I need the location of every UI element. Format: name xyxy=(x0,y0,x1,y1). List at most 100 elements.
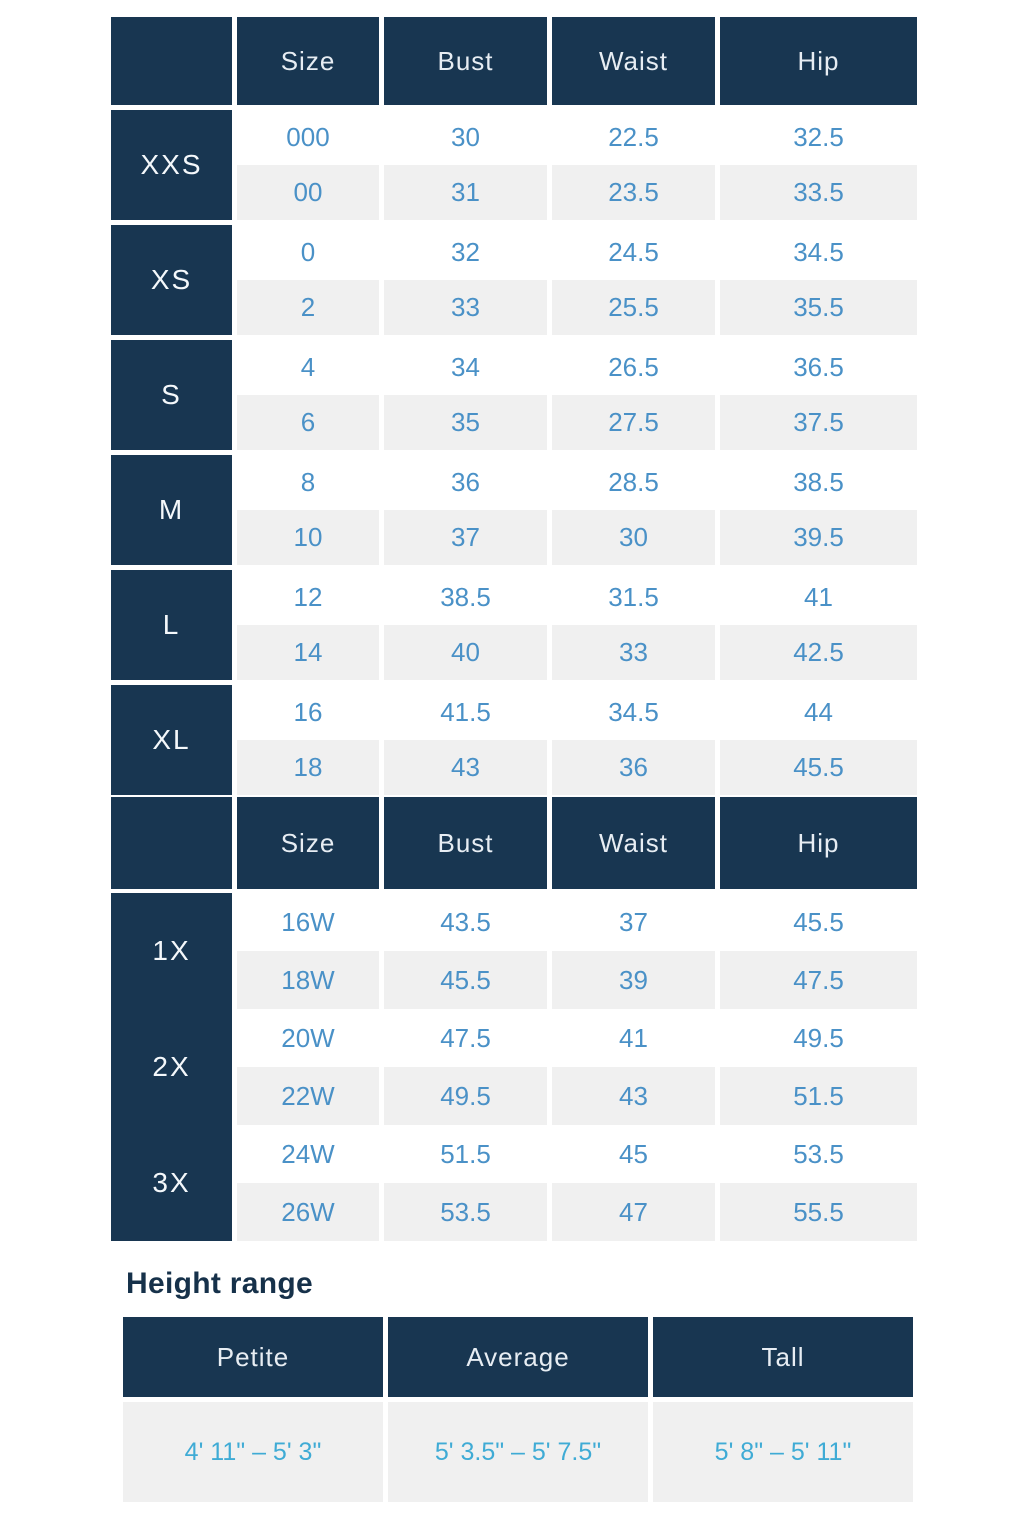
cell-waist: 45 xyxy=(552,1125,715,1183)
size-chart-page: Size Bust Waist Hip XXS 000 30 22.5 32.5 00 31… xyxy=(106,17,1024,1502)
cell-hip: 34.5 xyxy=(720,225,917,280)
cell-size: 6 xyxy=(237,395,379,450)
cell-size: 8 xyxy=(237,455,379,510)
standard-size-table: Size Bust Waist Hip XXS 000 30 22.5 32.5 00 31… xyxy=(106,17,922,795)
cell-hip: 32.5 xyxy=(720,110,917,165)
size-row: XS 0 32 24.5 34.5 xyxy=(111,225,917,335)
col-header-bust: Bust xyxy=(384,17,547,105)
cell-waist: 37 xyxy=(552,893,715,951)
cell-size: 2 xyxy=(237,280,379,335)
col-header-hip: Hip xyxy=(720,17,917,105)
height-range-table: Petite Average Tall 4' 11" – 5' 3" 5' 3.… xyxy=(118,1317,918,1502)
cell-bust: 43 xyxy=(384,740,547,795)
cell-bust: 53.5 xyxy=(384,1183,547,1241)
cell-size: 18W xyxy=(237,951,379,1009)
size-row: 2 33 25.5 35.5 xyxy=(111,280,917,335)
cell-hip: 38.5 xyxy=(720,455,917,510)
cell-bust: 34 xyxy=(384,340,547,395)
cell-waist: 26.5 xyxy=(552,340,715,395)
height-value-row: 4' 11" – 5' 3" 5' 3.5" – 5' 7.5" 5' 8" –… xyxy=(123,1402,913,1502)
height-range-section: Height range Petite Average Tall 4' 11" … xyxy=(118,1267,1024,1502)
corner-cell xyxy=(111,17,232,105)
size-group-label-xl: XL xyxy=(111,685,232,795)
size-row: M 8 36 28.5 38.5 xyxy=(111,455,917,565)
size-group-label-s: S xyxy=(111,340,232,450)
size-row: L 12 38.5 31.5 41 xyxy=(111,570,917,680)
col-header-size: Size xyxy=(237,797,379,889)
size-row: XXS 000 30 22.5 32.5 xyxy=(111,110,917,220)
size-row: 2X 20W 47.5 41 49.5 xyxy=(111,1009,917,1125)
cell-size: 12 xyxy=(237,570,379,625)
plus-header-row: Size Bust Waist Hip xyxy=(111,797,917,889)
cell-waist: 39 xyxy=(552,951,715,1009)
cell-bust: 43.5 xyxy=(384,893,547,951)
size-group-label-m: M xyxy=(111,455,232,565)
cell-bust: 31 xyxy=(384,165,547,220)
cell-hip: 33.5 xyxy=(720,165,917,220)
size-row: 00 31 23.5 33.5 xyxy=(111,165,917,220)
cell-bust: 32 xyxy=(384,225,547,280)
cell-waist: 31.5 xyxy=(552,570,715,625)
height-range-title: Height range xyxy=(126,1267,313,1300)
cell-waist: 28.5 xyxy=(552,455,715,510)
cell-bust: 45.5 xyxy=(384,951,547,1009)
size-group-label-l: L xyxy=(111,570,232,680)
size-row: 18 43 36 45.5 xyxy=(111,740,917,795)
col-header-petite: Petite xyxy=(123,1317,383,1397)
cell-size: 0 xyxy=(237,225,379,280)
cell-waist: 27.5 xyxy=(552,395,715,450)
cell-hip: 36.5 xyxy=(720,340,917,395)
corner-cell xyxy=(111,797,232,889)
cell-size: 18 xyxy=(237,740,379,795)
cell-bust: 30 xyxy=(384,110,547,165)
cell-waist: 34.5 xyxy=(552,685,715,740)
cell-size: 00 xyxy=(237,165,379,220)
size-row: 14 40 33 42.5 xyxy=(111,625,917,680)
cell-size: 4 xyxy=(237,340,379,395)
cell-waist: 25.5 xyxy=(552,280,715,335)
cell-bust: 51.5 xyxy=(384,1125,547,1183)
cell-hip: 55.5 xyxy=(720,1183,917,1241)
cell-hip: 42.5 xyxy=(720,625,917,680)
cell-bust: 49.5 xyxy=(384,1067,547,1125)
petite-range-value: 4' 11" – 5' 3" xyxy=(123,1402,383,1502)
cell-size: 22W xyxy=(237,1067,379,1125)
cell-bust: 36 xyxy=(384,455,547,510)
cell-hip: 35.5 xyxy=(720,280,917,335)
cell-waist: 24.5 xyxy=(552,225,715,280)
size-row: 3X 24W 51.5 45 53.5 xyxy=(111,1125,917,1241)
cell-size: 20W xyxy=(237,1009,379,1067)
cell-waist: 30 xyxy=(552,510,715,565)
standard-table-body: XXS 000 30 22.5 32.5 00 31 23.5 33.5 XS 0 32 24.5 34.… xyxy=(111,105,917,795)
size-row: 22W 49.5 43 51.5 xyxy=(111,1067,917,1125)
cell-waist: 43 xyxy=(552,1067,715,1125)
tall-range-value: 5' 8" – 5' 11" xyxy=(653,1402,913,1502)
col-header-waist: Waist xyxy=(552,17,715,105)
cell-hip: 53.5 xyxy=(720,1125,917,1183)
cell-bust: 38.5 xyxy=(384,570,547,625)
height-header-row: Petite Average Tall xyxy=(123,1317,913,1397)
col-header-tall: Tall xyxy=(653,1317,913,1397)
size-group-label-xs: XS xyxy=(111,225,232,335)
standard-header-row: Size Bust Waist Hip xyxy=(111,17,917,105)
cell-hip: 41 xyxy=(720,570,917,625)
cell-bust: 47.5 xyxy=(384,1009,547,1067)
cell-hip: 45.5 xyxy=(720,740,917,795)
cell-bust: 41.5 xyxy=(384,685,547,740)
cell-size: 10 xyxy=(237,510,379,565)
size-group-label-2x: 2X xyxy=(111,1009,232,1125)
cell-waist: 41 xyxy=(552,1009,715,1067)
cell-hip: 51.5 xyxy=(720,1067,917,1125)
size-group-label-1x: 1X xyxy=(111,893,232,1009)
size-row: 6 35 27.5 37.5 xyxy=(111,395,917,450)
col-header-bust: Bust xyxy=(384,797,547,889)
cell-hip: 39.5 xyxy=(720,510,917,565)
cell-waist: 22.5 xyxy=(552,110,715,165)
cell-bust: 35 xyxy=(384,395,547,450)
cell-hip: 45.5 xyxy=(720,893,917,951)
col-header-average: Average xyxy=(388,1317,648,1397)
size-row: S 4 34 26.5 36.5 xyxy=(111,340,917,450)
cell-hip: 44 xyxy=(720,685,917,740)
cell-size: 000 xyxy=(237,110,379,165)
size-row: XL 16 41.5 34.5 44 xyxy=(111,685,917,795)
